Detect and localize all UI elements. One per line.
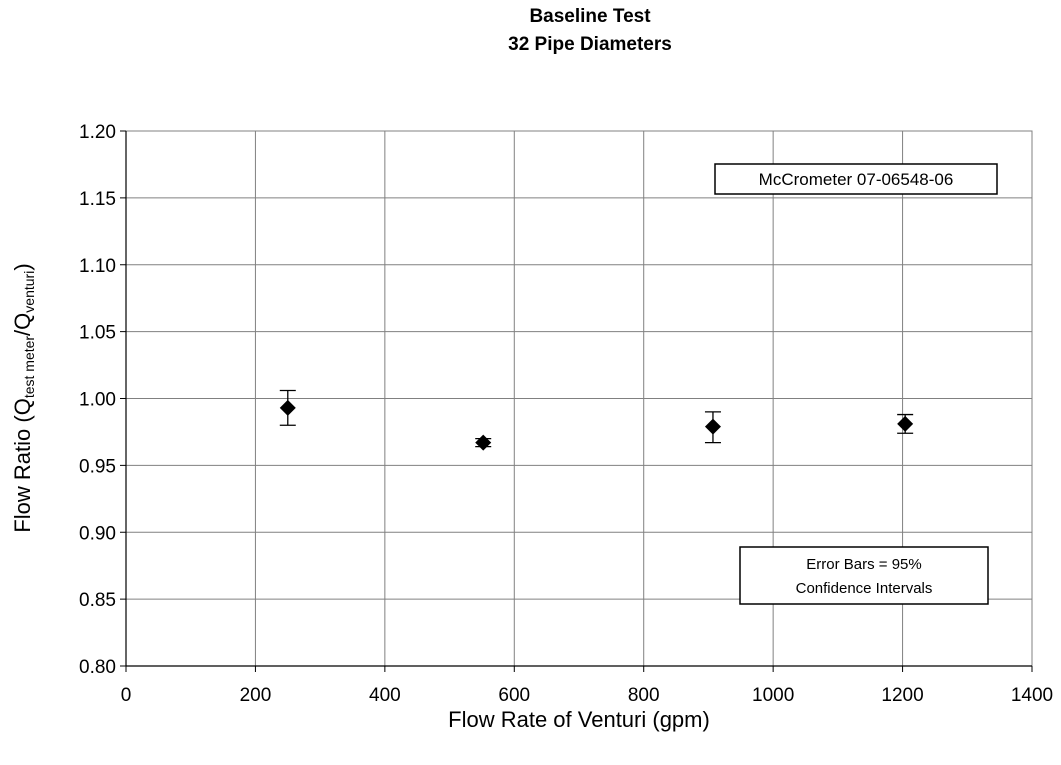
data-points — [279, 399, 914, 451]
chart-title: Baseline Test — [529, 6, 651, 27]
data-point-diamond — [704, 418, 721, 435]
x-axis-label: Flow Rate of Venturi (gpm) — [448, 707, 710, 732]
x-tick-label: 1200 — [881, 685, 923, 706]
x-tick-label: 600 — [498, 685, 530, 706]
error-bars-note-box: Error Bars = 95% Confidence Intervals — [739, 546, 989, 605]
y-axis-label-sub1: test meter — [21, 336, 37, 399]
y-tick-label: 0.95 — [79, 456, 116, 477]
meter-label-box: McCrometer 07-06548-06 — [714, 163, 998, 195]
x-tick-label: 1000 — [752, 685, 794, 706]
x-tick-label: 800 — [628, 685, 660, 706]
meter-label-text: McCrometer 07-06548-06 — [759, 170, 954, 189]
x-tick-label: 200 — [240, 685, 272, 706]
y-axis-label: Flow Ratio (Qtest meter/Qventuri) — [10, 263, 37, 532]
y-axis-label-end: ) — [10, 263, 35, 270]
data-point-diamond — [279, 399, 296, 416]
x-tick-label: 0 — [121, 685, 132, 706]
data-point-diamond — [475, 434, 492, 451]
y-tick-label: 0.80 — [79, 657, 116, 678]
x-tick-label: 1400 — [1011, 685, 1053, 706]
axes — [120, 130, 1033, 672]
y-tick-label: 1.20 — [79, 122, 116, 143]
error-bars-note-line1: Error Bars = 95% — [806, 556, 921, 573]
data-point-diamond — [897, 415, 914, 432]
y-tick-label: 1.05 — [79, 323, 116, 344]
error-bars-note-line2: Confidence Intervals — [796, 580, 933, 597]
chart-subtitle: 32 Pipe Diameters — [508, 34, 672, 55]
y-tick-label: 0.90 — [79, 523, 116, 544]
x-tick-labels: 0 200 400 600 800 1000 1200 1400 — [121, 685, 1053, 706]
y-tick-label: 1.00 — [79, 390, 116, 411]
y-axis-label-sub2: venturi — [21, 271, 37, 313]
grid — [126, 131, 1032, 666]
y-tick-labels: 0.80 0.85 0.90 0.95 1.00 1.05 1.10 1.15 1.20 — [79, 122, 116, 678]
y-tick-label: 1.15 — [79, 189, 116, 210]
y-tick-label: 0.85 — [79, 590, 116, 611]
y-axis-label-mid: /Q — [10, 313, 35, 336]
y-axis-label-main: Flow Ratio (Q — [10, 398, 35, 532]
y-tick-label: 1.10 — [79, 256, 116, 277]
x-tick-label: 400 — [369, 685, 401, 706]
